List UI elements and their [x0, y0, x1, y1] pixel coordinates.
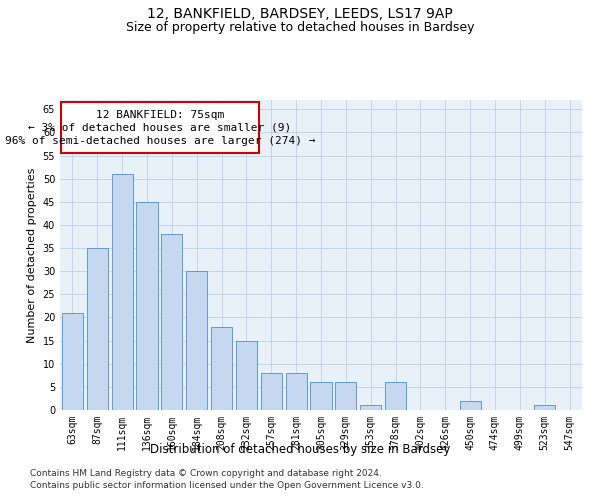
FancyBboxPatch shape	[61, 102, 259, 153]
Bar	[335, 382, 356, 410]
Bar	[286, 373, 307, 410]
Bar	[62, 313, 83, 410]
Bar	[87, 248, 108, 410]
Bar	[186, 271, 207, 410]
Text: Contains HM Land Registry data © Crown copyright and database right 2024.: Contains HM Land Registry data © Crown c…	[30, 468, 382, 477]
Bar	[236, 340, 257, 410]
Bar	[534, 406, 555, 410]
Bar	[161, 234, 182, 410]
Text: Size of property relative to detached houses in Bardsey: Size of property relative to detached ho…	[126, 21, 474, 34]
Bar	[261, 373, 282, 410]
Bar	[211, 326, 232, 410]
Bar	[360, 406, 381, 410]
Bar	[112, 174, 133, 410]
Y-axis label: Number of detached properties: Number of detached properties	[27, 168, 37, 342]
Bar	[136, 202, 158, 410]
Text: 12 BANKFIELD: 75sqm
← 3% of detached houses are smaller (9)
96% of semi-detached: 12 BANKFIELD: 75sqm ← 3% of detached hou…	[5, 110, 316, 146]
Bar	[310, 382, 332, 410]
Text: Distribution of detached houses by size in Bardsey: Distribution of detached houses by size …	[150, 442, 450, 456]
Text: Contains public sector information licensed under the Open Government Licence v3: Contains public sector information licen…	[30, 481, 424, 490]
Bar	[385, 382, 406, 410]
Bar	[460, 400, 481, 410]
Text: 12, BANKFIELD, BARDSEY, LEEDS, LS17 9AP: 12, BANKFIELD, BARDSEY, LEEDS, LS17 9AP	[147, 8, 453, 22]
